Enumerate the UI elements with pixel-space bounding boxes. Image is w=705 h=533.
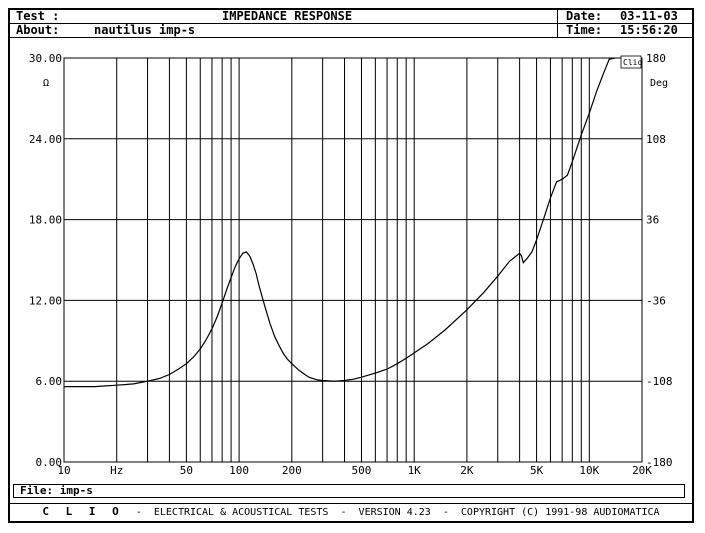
- y2-tick-label: 36: [646, 214, 659, 227]
- x-tick-label: Hz: [110, 464, 123, 477]
- y2-axis-unit: Deg: [650, 78, 668, 89]
- header-separator: [10, 23, 692, 24]
- header-bottom-line: [10, 37, 692, 38]
- y2-tick-label: 180: [646, 52, 666, 65]
- footer-bar: C L I O - ELECTRICAL & ACOUSTICAL TESTS …: [10, 504, 692, 520]
- file-label: File:: [20, 484, 54, 497]
- header-divider: [557, 10, 558, 37]
- x-tick-label: 500: [352, 464, 372, 477]
- time-value: 15:56:20: [620, 23, 678, 37]
- y-tick-label: 24.00: [29, 133, 62, 146]
- file-info: File: imp-s: [20, 484, 93, 498]
- x-tick-label: 200: [282, 464, 302, 477]
- x-tick-label: 100: [229, 464, 249, 477]
- x-axis-labels: 10 Hz 50 100 200 500 1K 2K 5K 10K 20K: [57, 464, 652, 477]
- y-tick-label: 12.00: [29, 294, 62, 307]
- x-tick-label: 1K: [408, 464, 422, 477]
- about-label: About:: [16, 23, 60, 37]
- footer-text: - ELECTRICAL & ACOUSTICAL TESTS - VERSIO…: [135, 507, 660, 518]
- x-tick-label: 2K: [460, 464, 474, 477]
- x-tick-label: 10K: [579, 464, 599, 477]
- date-value: 03-11-03: [620, 9, 678, 23]
- y-tick-label: 0.00: [36, 456, 63, 469]
- y-tick-label: 30.00: [29, 52, 62, 65]
- y2-tick-label: -180: [646, 456, 673, 469]
- about-value: nautilus imp-s: [94, 23, 196, 37]
- file-box: [13, 484, 685, 498]
- chart-title: IMPEDANCE RESPONSE: [222, 9, 353, 23]
- y2-axis-labels: -180 -108 -36 36 108 180: [646, 52, 673, 469]
- footer-brand: C L I O: [42, 505, 124, 518]
- footer-separator: [10, 503, 692, 504]
- clio-watermark-box: [620, 55, 642, 69]
- grid-lines: [64, 58, 642, 462]
- y2-tick-label: -108: [646, 375, 673, 388]
- x-tick-label: 20K: [632, 464, 652, 477]
- impedance-curve: [64, 57, 616, 388]
- y-axis-labels: 0.00 6.00 12.00 18.00 24.00 30.00: [29, 52, 62, 469]
- y2-tick-label: 108: [646, 133, 666, 146]
- file-name: imp-s: [59, 484, 93, 497]
- window-frame: [8, 8, 694, 523]
- clio-watermark: Clio: [623, 58, 642, 67]
- test-label: Test :: [16, 9, 60, 23]
- x-tick-label: 10: [57, 464, 70, 477]
- y-tick-label: 6.00: [36, 375, 63, 388]
- plot-area: [63, 57, 643, 463]
- y-axis-unit: Ω: [43, 78, 49, 89]
- x-tick-label: 5K: [530, 464, 544, 477]
- y-tick-label: 18.00: [29, 214, 62, 227]
- time-label: Time:: [566, 23, 603, 37]
- y2-tick-label: -36: [646, 294, 666, 307]
- date-label: Date:: [566, 9, 603, 23]
- x-tick-label: 50: [180, 464, 193, 477]
